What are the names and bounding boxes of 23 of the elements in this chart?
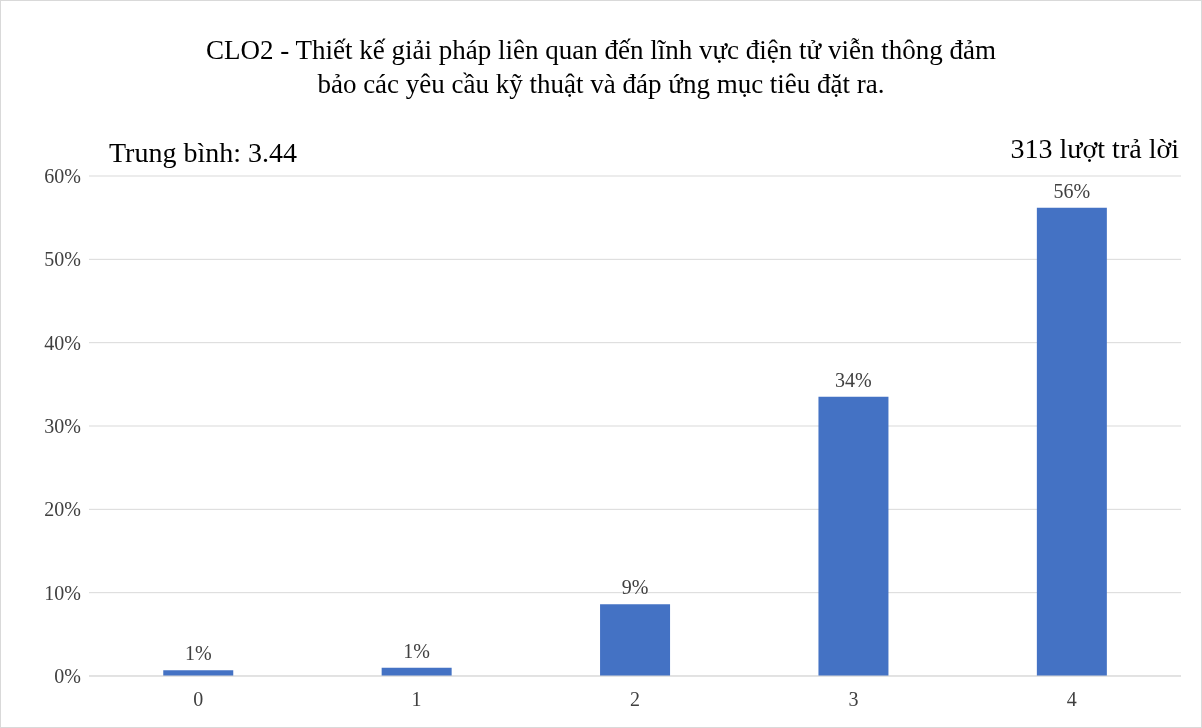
x-tick-label: 1 — [411, 688, 422, 711]
data-label: 56% — [1053, 179, 1091, 202]
data-label: 9% — [621, 576, 649, 599]
y-tick-label: 50% — [44, 248, 81, 271]
bar — [600, 604, 671, 676]
x-tick-label: 3 — [848, 688, 859, 711]
chart-title: CLO2 - Thiết kế giải pháp liên quan đến lĩnh vực điện tử viễn thông đảm bảo các yêu cầu kỹ thuật và đáp ứng mục tiêu đặt ra. — [205, 34, 997, 101]
x-tick-label: 2 — [630, 688, 640, 711]
y-tick-label: 40% — [44, 331, 81, 354]
y-tick-label: 20% — [44, 498, 81, 521]
bar — [1036, 207, 1107, 676]
x-tick-label: 0 — [193, 688, 204, 711]
y-tick-label: 60% — [44, 165, 81, 188]
data-label: 1% — [403, 639, 430, 662]
y-tick-label: 10% — [44, 581, 81, 604]
text: 313 lượt trả lời — [1010, 133, 1179, 165]
text: Trung bình: 3.44 — [109, 137, 298, 169]
data-label: 1% — [184, 642, 212, 665]
x-tick-label: 4 — [1066, 688, 1077, 711]
bar — [818, 396, 889, 676]
y-tick-label: 0% — [54, 665, 81, 688]
y-tick-label: 30% — [44, 415, 81, 438]
data-label: 34% — [835, 368, 872, 391]
